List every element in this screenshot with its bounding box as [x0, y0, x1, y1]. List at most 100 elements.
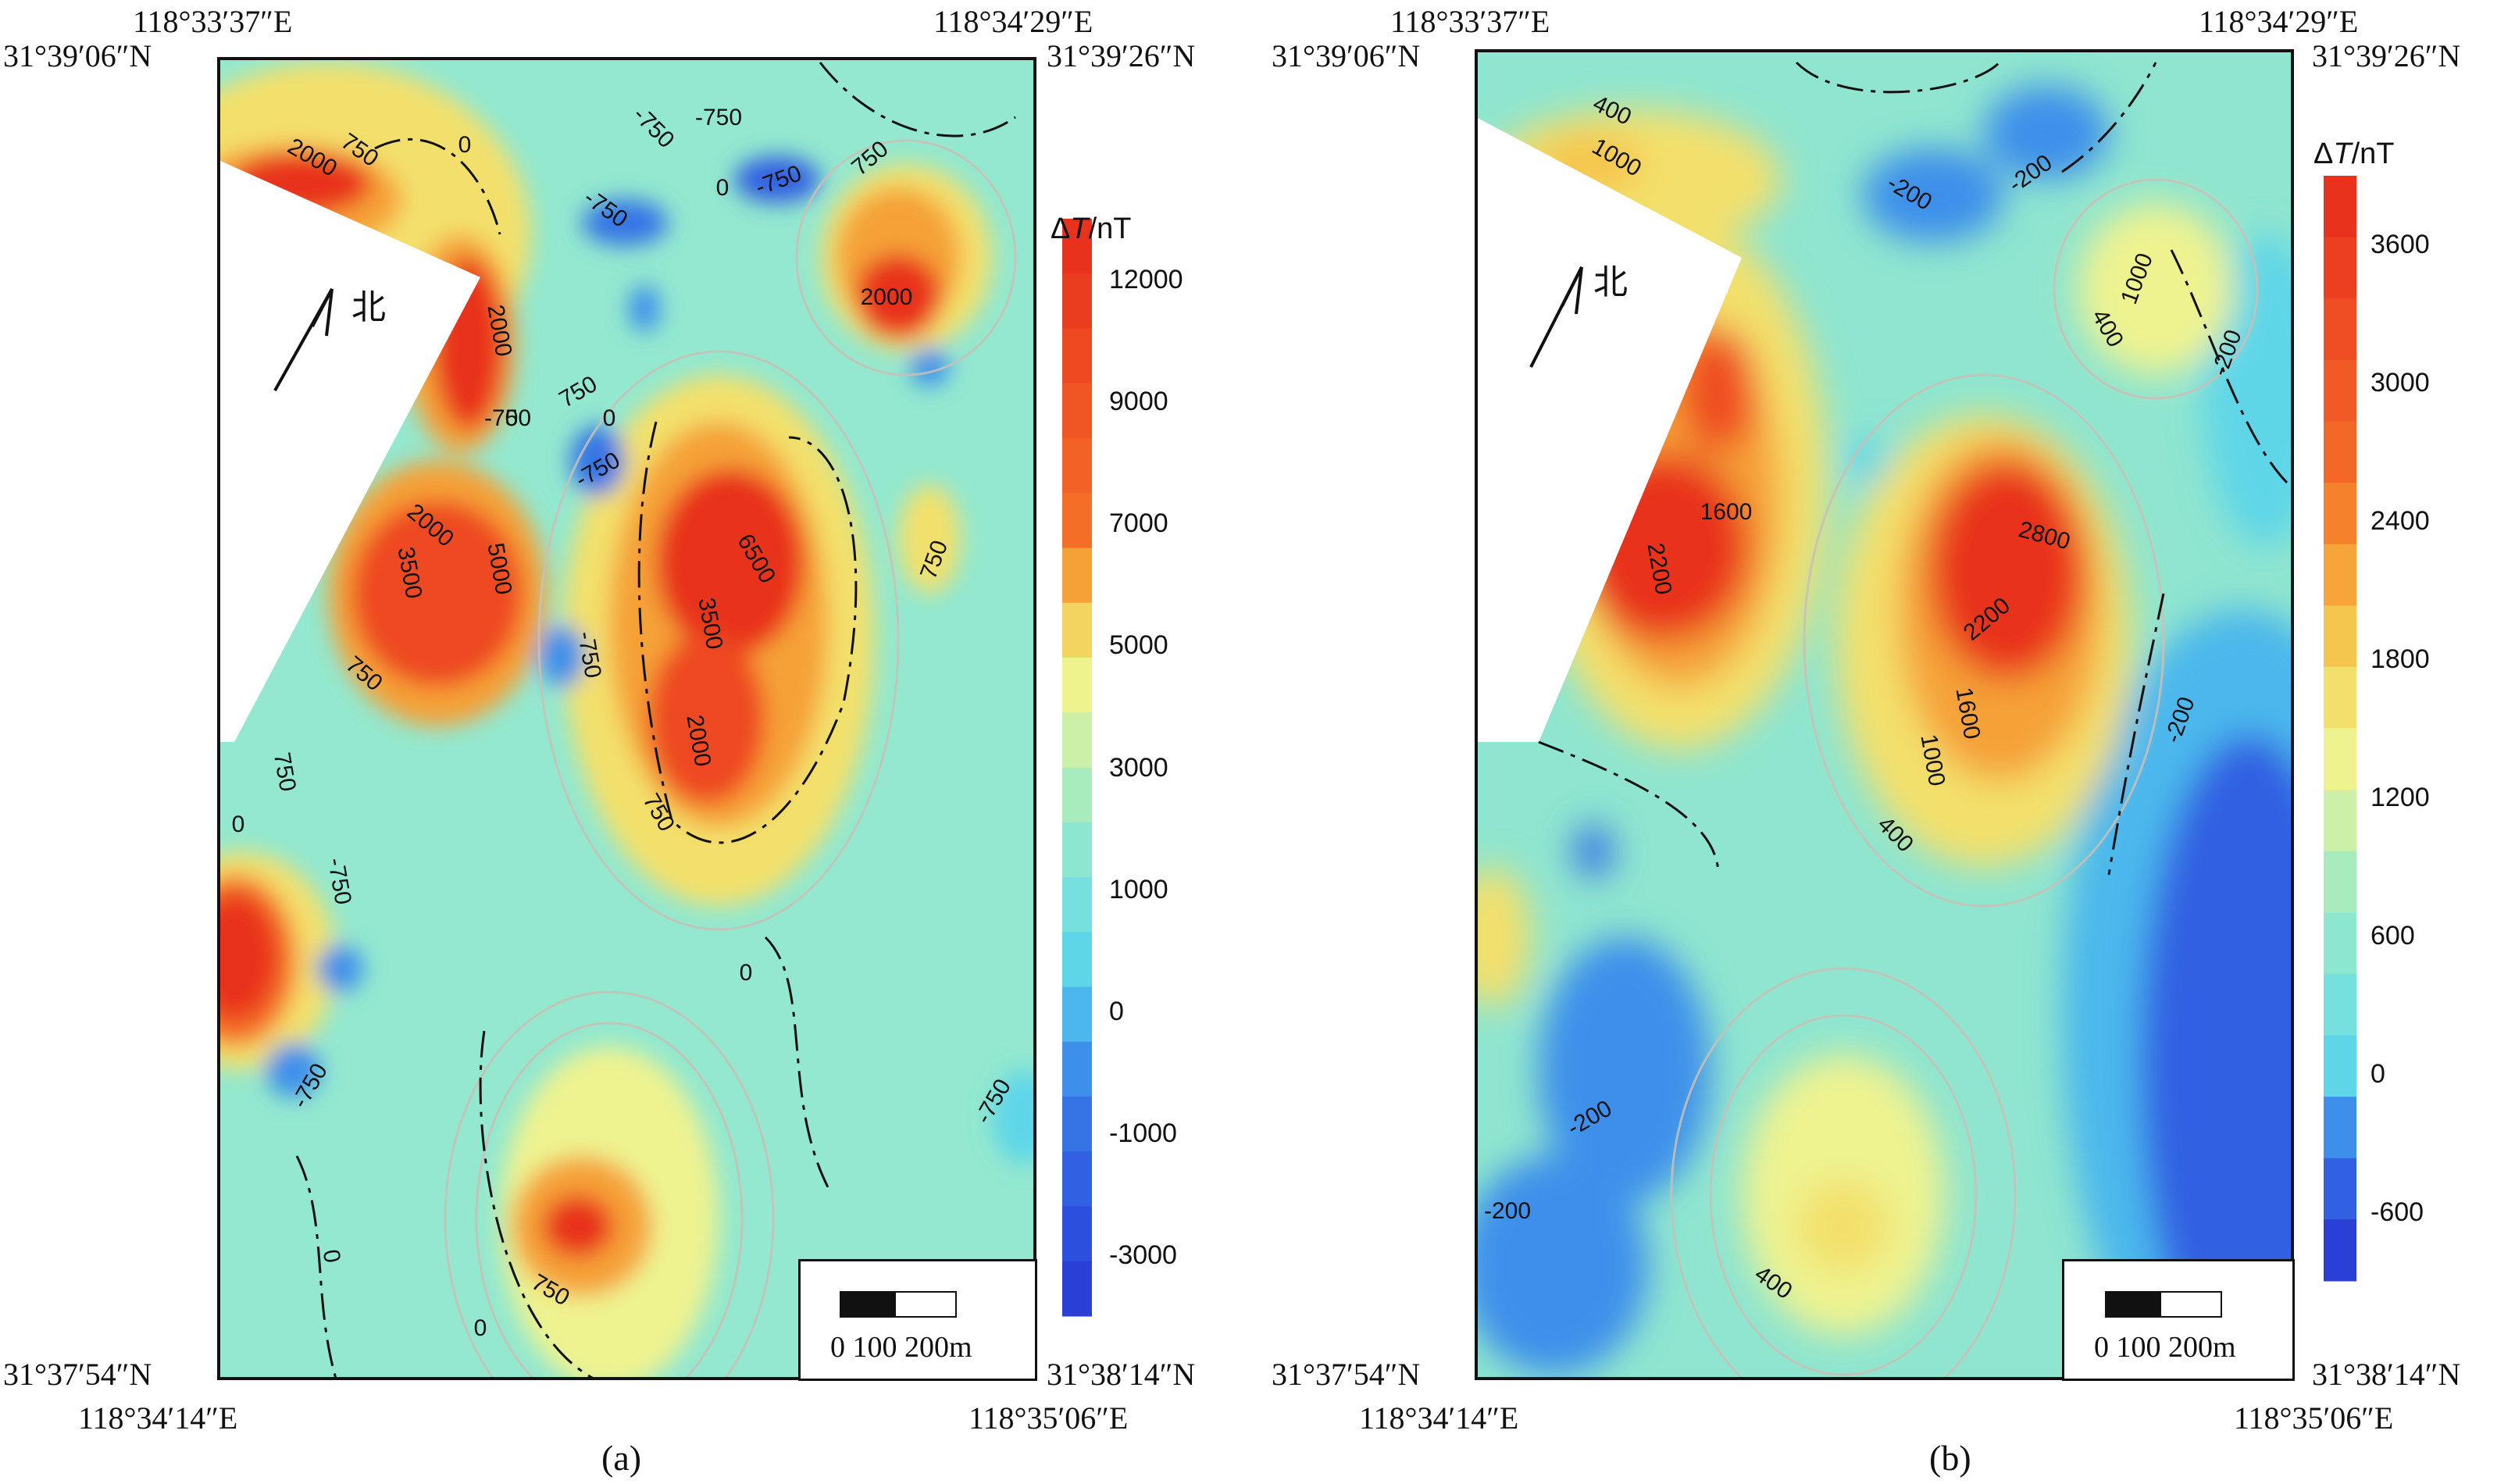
north-label-b: 北: [1593, 262, 1628, 302]
scale-labels-b: 0 100 200m: [2094, 1331, 2236, 1364]
contour-label: 0: [716, 175, 730, 201]
colorbar-b-swatch: [2324, 605, 2356, 668]
colorbar-a-swatch: [1062, 328, 1092, 384]
colorbar-a-swatch: [1062, 383, 1092, 439]
north-arrow-a: [273, 288, 334, 391]
colorbar-b-swatch: [2324, 666, 2356, 729]
caption-a: (a): [601, 1438, 642, 1478]
colorbar-a-swatch: [1062, 1151, 1092, 1207]
corner-top-left-lon-a: 118°33′37″E: [133, 4, 293, 39]
colorbar-b-swatch: [2324, 359, 2356, 422]
corner-bottom-left-lat-a: 31°37′54″N: [3, 1357, 152, 1392]
colorbar-b-swatch: [2324, 483, 2356, 545]
contour-label: 2000: [861, 284, 913, 310]
colorbar-b-tick-label: 3600: [2371, 230, 2430, 260]
colorbar-b-swatch: [2324, 176, 2356, 238]
corner-bottom-left-lon-b: 118°34′14″E: [1359, 1400, 1519, 1436]
contour-label: 0: [740, 960, 753, 986]
anomaly-field-a: [219, 59, 1035, 1379]
north-arrow-b: [1529, 266, 1583, 368]
colorbar-a-swatch: [1062, 1261, 1092, 1317]
colorbar-a-swatch: [1062, 658, 1092, 713]
colorbar-a-tick-label: 0: [1109, 996, 1124, 1026]
colorbar-a-swatch: [1062, 986, 1092, 1043]
contour-label: 0: [474, 1315, 487, 1341]
colorbar-a-swatch: [1062, 932, 1092, 987]
colorbar-a-tick-label: 1000: [1109, 874, 1168, 904]
scale-bar-a: 0 100 200m: [798, 1259, 1037, 1381]
colorbar-a-swatch: [1062, 1206, 1092, 1262]
colorbar-b-swatch: [2324, 1035, 2356, 1097]
colorbar-b-swatch: [2324, 421, 2356, 483]
corner-bottom-right-lon-a: 118°35′06″E: [969, 1400, 1129, 1436]
corner-top-left-lat-b: 31°39′06″N: [1272, 38, 1421, 73]
contour-label: 0: [505, 405, 519, 431]
anomaly-field-b: [1476, 51, 2292, 1379]
contour-label: 0: [232, 812, 245, 837]
colorbar-a-swatch: [1062, 877, 1092, 933]
colorbar-a-tick-label: -1000: [1109, 1118, 1177, 1148]
corner-top-right-lat-a: 31°39′26″N: [1047, 38, 1196, 73]
colorbar-b-swatch: [2324, 298, 2356, 361]
colorbar-b-swatch: [2324, 1219, 2356, 1282]
colorbar-a-swatch: [1062, 219, 1092, 274]
colorbar-b-swatch: [2324, 544, 2356, 606]
scale-labels-a: 0 100 200m: [830, 1331, 972, 1364]
contour-label: -750: [484, 405, 531, 431]
colorbar-a-tick-label: 3000: [1109, 752, 1168, 783]
corner-bottom-left-lon-a: 118°34′14″E: [78, 1400, 238, 1436]
corner-bottom-right-lon-b: 118°35′06″E: [2234, 1400, 2394, 1436]
corner-top-left-lat-a: 31°39′06″N: [3, 38, 152, 73]
masked-area-a: [219, 160, 480, 742]
colorbar-b-swatch: [2324, 237, 2356, 299]
corner-bottom-right-lat-a: 31°38′14″N: [1047, 1357, 1196, 1392]
colorbar-a-swatch: [1062, 438, 1092, 494]
colorbar-a-tick-label: -3000: [1109, 1240, 1177, 1270]
caption-b: (b): [1929, 1438, 1971, 1478]
masked-area-b: [1476, 117, 1742, 742]
colorbar-title-b: ΔT/nT: [2313, 137, 2395, 170]
corner-bottom-right-lat-b: 31°38′14″N: [2312, 1357, 2461, 1392]
colorbar-a-swatch: [1062, 602, 1092, 658]
colorbar-b-swatch: [2324, 973, 2356, 1036]
colorbar-a-swatch: [1062, 493, 1092, 548]
corner-top-right-lon-a: 118°34′29″E: [933, 4, 1093, 39]
colorbar-a-swatch: [1062, 712, 1092, 768]
scale-bar-b: 0 100 200m: [2062, 1259, 2295, 1381]
colorbar-b-swatch: [2324, 851, 2356, 913]
colorbar-b-swatch: [2324, 1097, 2356, 1159]
contour-label: 0: [318, 1247, 345, 1265]
colorbar-a-tick-label: 12000: [1109, 265, 1183, 295]
colorbar-b-swatch: [2324, 912, 2356, 975]
contour-label: -750: [695, 105, 742, 130]
colorbar-a: [1062, 219, 1092, 1317]
colorbar-b-tick-label: 1200: [2371, 782, 2430, 812]
colorbar-title-a: ΔT/nT: [1051, 212, 1132, 245]
colorbar-b-tick-label: 600: [2371, 920, 2415, 951]
colorbar-b: [2324, 176, 2356, 1282]
colorbar-a-swatch: [1062, 548, 1092, 604]
colorbar-a-swatch: [1062, 1097, 1092, 1152]
colorbar-b-tick-label: 1800: [2371, 644, 2430, 675]
north-label-a: 北: [351, 287, 386, 327]
corner-bottom-left-lat-b: 31°37′54″N: [1272, 1357, 1421, 1392]
contour-label: -200: [1484, 1198, 1531, 1224]
colorbar-b-tick-label: -600: [2371, 1197, 2424, 1227]
corner-top-right-lon-b: 118°34′29″E: [2199, 4, 2359, 39]
colorbar-a-tick-label: 9000: [1109, 387, 1168, 417]
contour-label: 0: [458, 132, 472, 158]
colorbar-b-tick-label: 0: [2371, 1058, 2385, 1089]
colorbar-a-tick-label: 5000: [1109, 630, 1168, 661]
colorbar-a-swatch: [1062, 822, 1092, 878]
colorbar-a-tick-label: 7000: [1109, 508, 1168, 539]
map-frame-a: [217, 57, 1036, 1380]
colorbar-b-swatch: [2324, 790, 2356, 852]
contour-label: 1600: [1700, 499, 1753, 525]
corner-top-right-lat-b: 31°39′26″N: [2312, 38, 2461, 73]
colorbar-b-tick-label: 3000: [2371, 368, 2430, 398]
map-frame-b: [1475, 49, 2294, 1380]
colorbar-a-swatch: [1062, 767, 1092, 823]
contour-label: 0: [603, 405, 616, 431]
